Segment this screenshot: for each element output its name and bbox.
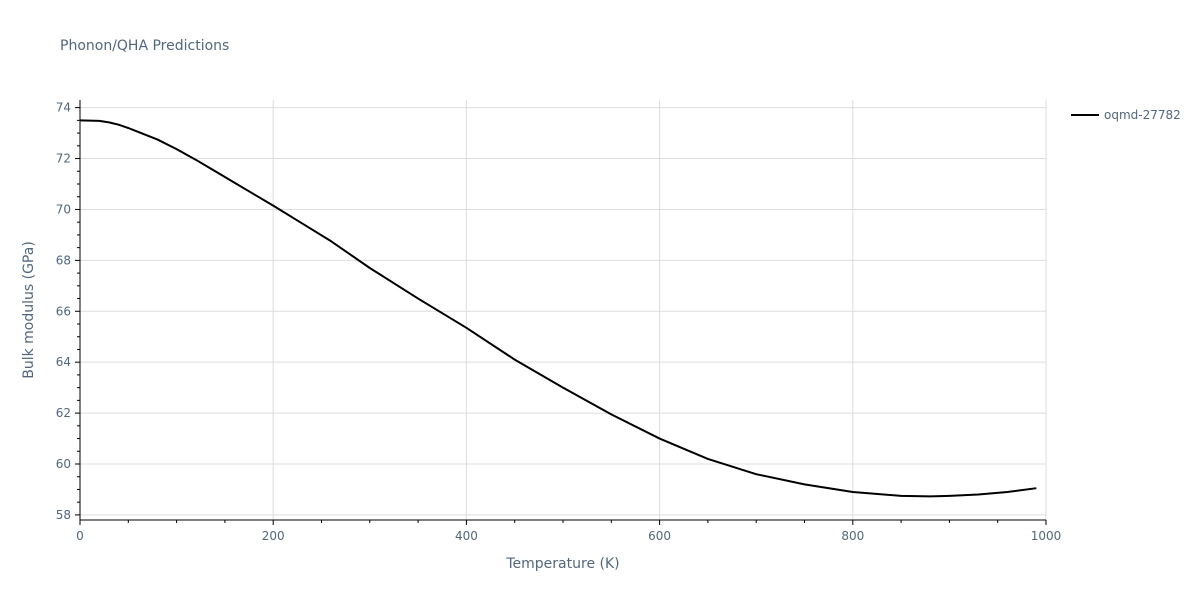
y-tick-label: 60 <box>56 457 71 471</box>
y-tick-label: 58 <box>56 508 71 522</box>
x-axis-title: Temperature (K) <box>505 556 619 572</box>
x-tick-label: 200 <box>262 529 285 543</box>
x-tick-label: 600 <box>648 529 671 543</box>
y-axis-title: Bulk modulus (GPa) <box>21 241 37 379</box>
legend: oqmd-27782 <box>1071 108 1181 122</box>
x-tick-label: 800 <box>841 529 864 543</box>
series-line <box>79 119 1037 498</box>
series-layer <box>79 119 1037 498</box>
y-tick-label: 68 <box>56 253 71 267</box>
y-tick-label: 62 <box>56 406 71 420</box>
grid <box>80 100 1047 520</box>
axes: 0 200 400 600 800 1000 58 60 62 64 66 68 70 72 74 <box>56 100 1062 543</box>
chart-title: Phonon/QHA Predictions <box>60 38 229 54</box>
y-tick-label: 66 <box>56 304 71 318</box>
legend-label: oqmd-27782 <box>1104 108 1181 122</box>
y-tick-label: 72 <box>56 152 71 166</box>
x-tick-label: 0 <box>76 529 84 543</box>
y-tick-label: 74 <box>56 101 71 115</box>
y-tick-label: 70 <box>56 202 71 216</box>
x-tick-label: 1000 <box>1031 529 1062 543</box>
x-tick-label: 400 <box>455 529 478 543</box>
y-tick-label: 64 <box>56 355 71 369</box>
